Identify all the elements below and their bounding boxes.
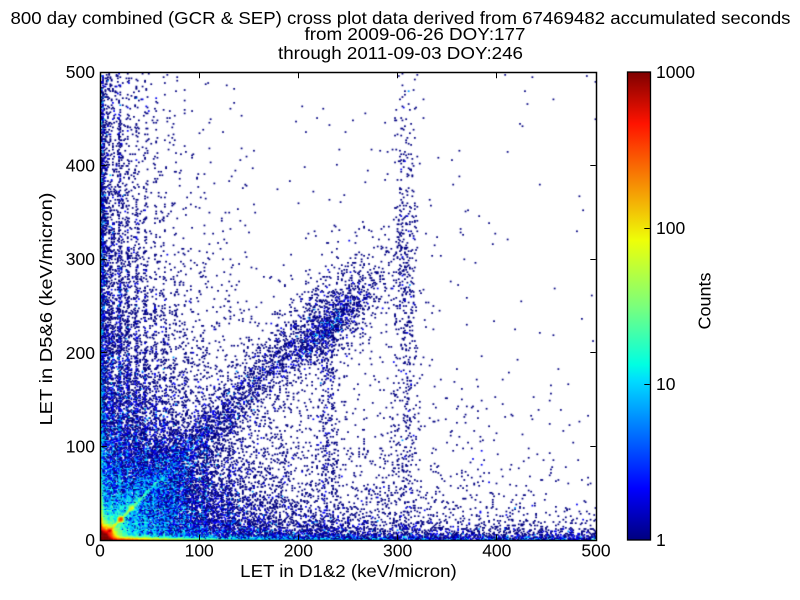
svg-text:0: 0 <box>95 541 105 561</box>
svg-text:800 day combined (GCR & SEP) c: 800 day combined (GCR & SEP) cross plot … <box>11 8 791 28</box>
svg-text:LET in D1&2 (keV/micron): LET in D1&2 (keV/micron) <box>240 561 456 581</box>
svg-text:300: 300 <box>66 249 95 269</box>
svg-text:100: 100 <box>66 436 95 456</box>
svg-text:from 2009-06-26 DOY:177: from 2009-06-26 DOY:177 <box>305 24 526 44</box>
svg-text:Counts: Counts <box>695 272 715 329</box>
svg-text:10: 10 <box>656 374 676 394</box>
svg-text:100: 100 <box>656 218 685 238</box>
svg-text:through 2011-09-03 DOY:246: through 2011-09-03 DOY:246 <box>278 43 523 63</box>
svg-text:1: 1 <box>656 530 666 550</box>
svg-text:100: 100 <box>185 541 214 561</box>
svg-text:1000: 1000 <box>656 62 695 82</box>
svg-text:400: 400 <box>482 541 511 561</box>
svg-text:300: 300 <box>383 541 412 561</box>
svg-text:200: 200 <box>284 541 313 561</box>
svg-text:200: 200 <box>66 343 95 363</box>
svg-text:LET in D5&6 (keV/micron): LET in D5&6 (keV/micron) <box>36 192 56 425</box>
svg-text:400: 400 <box>66 156 95 176</box>
svg-text:500: 500 <box>66 62 95 82</box>
svg-text:500: 500 <box>581 541 610 561</box>
svg-text:0: 0 <box>85 530 95 550</box>
